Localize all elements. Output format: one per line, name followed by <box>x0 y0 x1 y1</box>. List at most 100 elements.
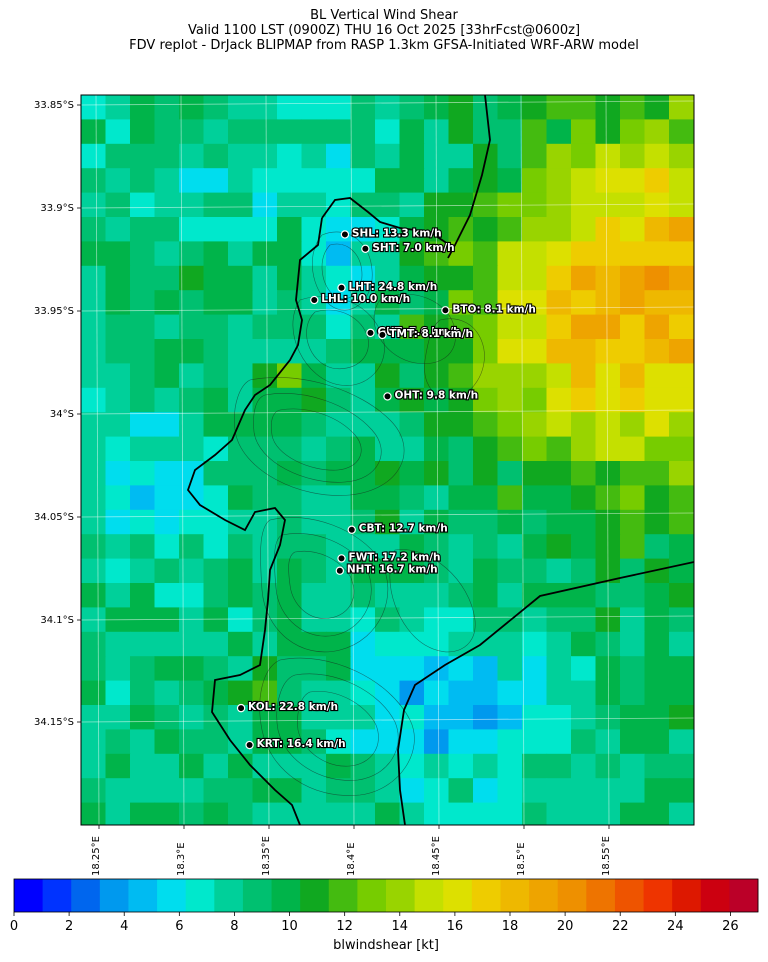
raster-cell <box>693 631 694 657</box>
raster-cell <box>350 217 376 242</box>
colorbar-swatch <box>500 879 530 912</box>
colorbar-swatch <box>157 879 187 912</box>
colorbar-swatch <box>672 879 702 912</box>
raster-cell <box>448 583 474 608</box>
station-label: LHT: 24.8 km/h <box>349 281 438 293</box>
raster-cell <box>203 339 229 364</box>
raster-cell <box>595 461 621 486</box>
raster-cell <box>326 680 352 706</box>
raster-cell <box>522 241 548 267</box>
raster-cell <box>130 95 156 120</box>
raster-cell <box>375 656 401 682</box>
raster-cell <box>179 729 205 755</box>
raster-cell <box>154 583 180 608</box>
raster-cell <box>571 485 597 511</box>
raster-cell <box>203 509 229 535</box>
raster-cell <box>546 485 572 511</box>
map-frame <box>80 94 695 826</box>
raster-cell <box>203 412 229 438</box>
longitude-axis-labels: 18.25°E 18.3°E 18.35°E 18.4°E 18.45°E 18.5°E 1… <box>91 825 612 876</box>
raster-cell <box>546 583 572 608</box>
station-label: NHT: 16.7 km/h <box>347 564 438 576</box>
raster-cell <box>203 534 229 560</box>
raster-cell <box>669 607 694 633</box>
raster-cell <box>620 241 646 267</box>
raster-cell <box>571 656 597 682</box>
raster-cell <box>571 607 597 633</box>
source-line: FDV replot - DrJack BLIPMAP from RASP 1.… <box>129 38 639 53</box>
raster-cell <box>203 363 229 389</box>
raster-cell <box>179 241 205 267</box>
latitude-label: 34.1°S <box>40 615 74 626</box>
raster-cell <box>595 290 621 316</box>
longitude-label: 18.3°E <box>176 842 187 876</box>
raster-cell <box>375 339 401 364</box>
raster-cell <box>350 753 376 779</box>
raster-cell <box>448 168 474 194</box>
raster-cell <box>81 485 107 511</box>
raster-cell <box>105 534 131 560</box>
station-marker <box>236 703 246 713</box>
raster-cell <box>130 192 156 218</box>
raster-cell <box>399 339 425 364</box>
raster-cell <box>252 217 278 242</box>
raster-cell <box>399 656 425 682</box>
colorbar-swatch <box>242 879 272 912</box>
station-label: FWT: 17.2 km/h <box>349 551 441 563</box>
raster-cell <box>154 631 180 657</box>
raster-cell <box>301 778 327 804</box>
raster-cell <box>693 217 694 242</box>
raster-cell <box>620 265 646 291</box>
raster-cell <box>693 607 694 633</box>
raster-cell <box>497 412 523 438</box>
colorbar-tick-label: 8 <box>230 919 238 934</box>
raster-cell <box>81 631 107 657</box>
raster-cell <box>105 753 131 779</box>
raster-cell <box>130 558 156 584</box>
raster-cell <box>399 631 425 657</box>
raster-cell <box>448 607 474 633</box>
raster-cell <box>448 363 474 389</box>
raster-cell <box>644 363 670 389</box>
raster-cell <box>546 705 572 730</box>
raster-cell <box>448 412 474 438</box>
colorbar-swatch <box>71 879 101 912</box>
raster-cell <box>571 143 597 169</box>
colorbar-tick-label: 18 <box>502 919 519 934</box>
raster-cell <box>228 265 254 291</box>
raster-cell <box>522 168 548 194</box>
raster-cell <box>546 778 572 804</box>
raster-cell <box>105 436 131 462</box>
raster-cell <box>448 461 474 486</box>
raster-cell <box>203 314 229 340</box>
raster-cell <box>81 143 107 169</box>
raster-cell <box>399 119 425 145</box>
raster-cell <box>424 729 450 755</box>
raster-cell <box>522 729 548 755</box>
raster-cell <box>301 680 327 706</box>
raster-cell <box>179 753 205 779</box>
raster-cell <box>154 558 180 584</box>
raster-cell <box>326 314 352 340</box>
raster-cell <box>130 168 156 194</box>
raster-cell <box>81 778 107 804</box>
raster-cell <box>620 680 646 706</box>
valid-time-line: Valid 1100 LST (0900Z) THU 16 Oct 2025 [… <box>187 23 581 38</box>
raster-cell <box>473 461 499 486</box>
raster-cell <box>81 412 107 438</box>
latitude-axis-labels: 33.85°S 33.9°S 33.95°S 34°S 34.05°S 34.1°S 34.… <box>34 100 81 728</box>
raster-cell <box>105 192 131 218</box>
raster-cell <box>595 436 621 462</box>
raster-cell <box>473 534 499 560</box>
raster-cell <box>522 656 548 682</box>
raster-cell <box>375 412 401 438</box>
raster-cell <box>81 290 107 316</box>
raster-cell <box>399 534 425 560</box>
raster-cell <box>350 729 376 755</box>
raster-cell <box>473 436 499 462</box>
raster-cell <box>571 705 597 730</box>
raster-cell <box>375 119 401 145</box>
raster-cell <box>399 314 425 340</box>
raster-cell <box>81 95 107 120</box>
raster-cell <box>424 461 450 486</box>
